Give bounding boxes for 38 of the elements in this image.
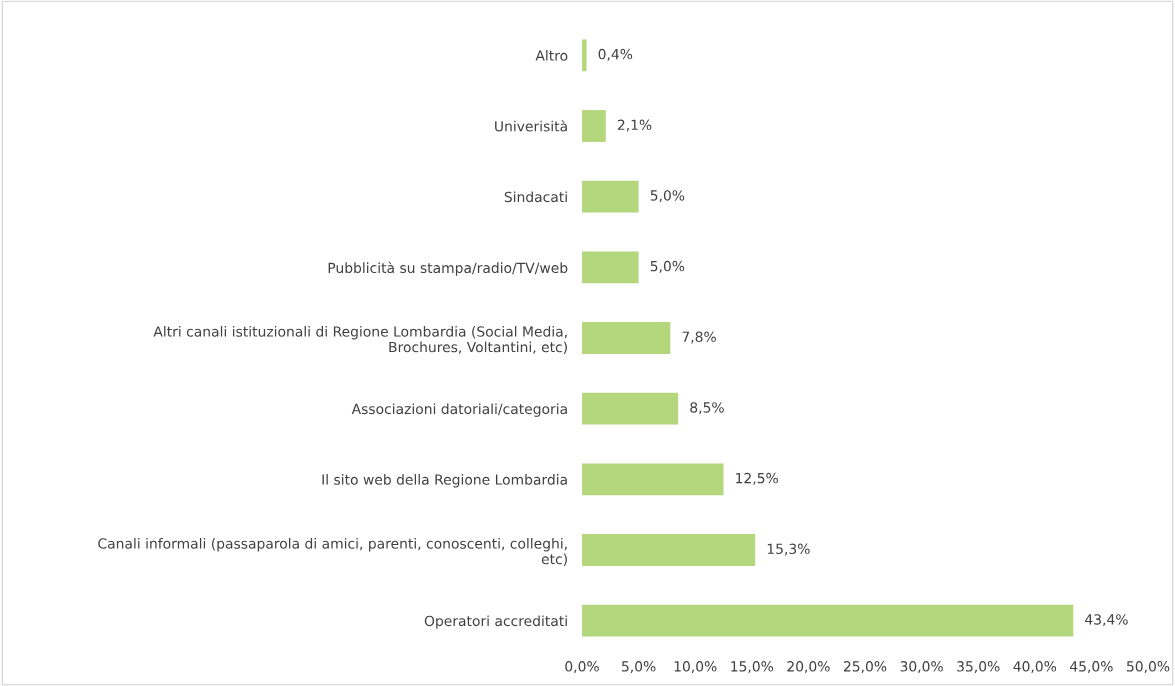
data-label: 15,3% — [767, 543, 810, 556]
y-tick-label: Pubblicità su stampa/radio/TV/web — [328, 261, 568, 276]
x-tick-label: 45,0% — [1070, 661, 1113, 674]
x-tick-label: 50,0% — [1127, 661, 1170, 674]
x-tick-label: 25,0% — [843, 661, 887, 674]
bar — [582, 604, 1074, 637]
y-tick-label: Altro — [535, 50, 568, 61]
x-tick-label: 10,0% — [674, 661, 717, 674]
y-tick-label: Associazioni datoriali/categoria — [351, 403, 567, 417]
x-tick-label: 40,0% — [1013, 661, 1057, 674]
bar — [582, 180, 639, 213]
data-label: 12,5% — [736, 472, 778, 485]
data-label: 8,5% — [690, 402, 724, 415]
x-tick-label: 20,0% — [787, 661, 830, 674]
data-label: 0,4% — [598, 48, 633, 61]
y-tick-label: Canali informali (passaparola di amici, parenti, conoscenti, colleghi, etc) — [98, 538, 567, 566]
x-tick-label: 0,0% — [565, 661, 599, 674]
y-tick-label: Il sito web della Regione Lombardia — [322, 474, 567, 488]
data-label: 43,4% — [1085, 614, 1128, 627]
data-label: 5,0% — [650, 190, 685, 203]
bar — [582, 534, 756, 566]
y-tick-label: Altri canali istituzionali di Regione Lombardia (Social Media, Brochures, Voltantini, etc) — [153, 326, 567, 354]
bar — [582, 463, 724, 496]
x-tick-label: 5,0% — [622, 661, 656, 674]
bar — [582, 322, 671, 354]
data-label: 7,8% — [682, 331, 716, 344]
bar — [582, 39, 587, 72]
x-tick-label: 15,0% — [731, 661, 774, 674]
x-tick-label: 30,0% — [900, 661, 943, 674]
data-label: 5,0% — [650, 260, 685, 273]
bar — [582, 392, 679, 425]
y-tick-label: Operatori accreditati — [424, 615, 567, 629]
y-tick-label: Univerisità — [495, 120, 567, 132]
x-tick-label: 35,0% — [957, 661, 1000, 674]
bar — [582, 110, 606, 142]
y-tick-label: Sindacati — [504, 191, 567, 203]
bar — [582, 251, 639, 284]
data-label: 2,1% — [617, 119, 652, 132]
